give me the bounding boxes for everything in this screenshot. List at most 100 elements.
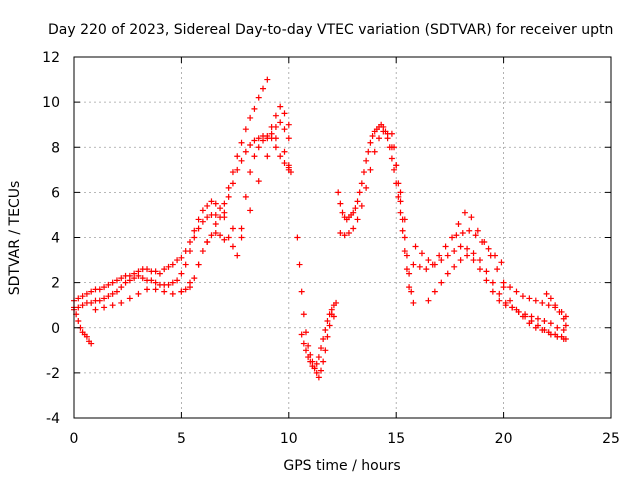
data-point bbox=[483, 268, 490, 275]
data-point bbox=[208, 198, 215, 205]
data-point bbox=[515, 308, 522, 315]
data-point bbox=[509, 304, 516, 311]
data-point bbox=[483, 277, 490, 284]
series-8 bbox=[298, 306, 337, 372]
data-point bbox=[365, 148, 372, 155]
data-point bbox=[376, 135, 383, 142]
data-point bbox=[358, 180, 365, 187]
data-point bbox=[178, 270, 185, 277]
data-point bbox=[255, 144, 262, 151]
grid-lines bbox=[74, 57, 611, 418]
data-point bbox=[449, 234, 456, 241]
data-point bbox=[464, 252, 471, 259]
data-point bbox=[264, 132, 271, 139]
data-point bbox=[287, 169, 294, 176]
data-point bbox=[554, 324, 561, 331]
data-point bbox=[528, 317, 535, 324]
series-13 bbox=[412, 243, 567, 334]
data-point bbox=[453, 232, 460, 239]
data-point bbox=[350, 209, 357, 216]
data-point bbox=[131, 270, 138, 277]
data-point bbox=[79, 293, 86, 300]
data-point bbox=[494, 266, 501, 273]
data-point bbox=[109, 279, 116, 286]
data-point bbox=[315, 354, 322, 361]
data-point bbox=[238, 225, 245, 232]
data-point bbox=[534, 322, 541, 329]
data-point bbox=[264, 153, 271, 160]
series-2 bbox=[71, 76, 271, 304]
data-point bbox=[395, 193, 402, 200]
series-4 bbox=[92, 135, 292, 313]
data-point bbox=[178, 254, 185, 261]
data-point bbox=[199, 207, 206, 214]
data-point bbox=[562, 322, 569, 329]
axis-ticks bbox=[73, 56, 612, 419]
data-point bbox=[247, 169, 254, 176]
data-point bbox=[451, 263, 458, 270]
data-point bbox=[83, 333, 90, 340]
data-point bbox=[354, 216, 361, 223]
data-point bbox=[305, 354, 312, 361]
data-point bbox=[156, 270, 163, 277]
data-point bbox=[182, 286, 189, 293]
series-15 bbox=[453, 227, 505, 266]
data-point bbox=[255, 94, 262, 101]
data-point bbox=[221, 214, 228, 221]
data-point bbox=[339, 209, 346, 216]
data-point bbox=[397, 198, 404, 205]
data-point bbox=[174, 257, 181, 264]
data-point bbox=[126, 295, 133, 302]
data-point bbox=[88, 340, 95, 347]
y-tick-labels: -4 -2 0 2 4 6 8 10 12 bbox=[42, 50, 60, 427]
data-point bbox=[457, 243, 464, 250]
series-1 bbox=[71, 119, 292, 313]
data-point bbox=[105, 281, 112, 288]
data-point bbox=[204, 214, 211, 221]
y-tick-label: 6 bbox=[51, 185, 60, 201]
data-point bbox=[169, 261, 176, 268]
data-point bbox=[144, 266, 151, 273]
data-point bbox=[186, 284, 193, 291]
data-point bbox=[255, 135, 262, 142]
data-point bbox=[356, 189, 363, 196]
data-point bbox=[161, 266, 168, 273]
data-point bbox=[247, 207, 254, 214]
data-point bbox=[277, 153, 284, 160]
data-point bbox=[560, 336, 567, 343]
data-point bbox=[204, 239, 211, 246]
data-point bbox=[169, 290, 176, 297]
data-point bbox=[406, 284, 413, 291]
data-point bbox=[122, 279, 129, 286]
x-axis-label: GPS time / hours bbox=[283, 458, 400, 474]
data-point bbox=[277, 103, 284, 110]
series-6 bbox=[268, 135, 294, 176]
data-point bbox=[109, 302, 116, 309]
data-point bbox=[470, 257, 477, 264]
data-point bbox=[371, 148, 378, 155]
data-point bbox=[459, 229, 466, 236]
data-point bbox=[451, 248, 458, 255]
data-point bbox=[457, 257, 464, 264]
data-point bbox=[294, 234, 301, 241]
data-point bbox=[444, 270, 451, 277]
data-point bbox=[324, 333, 331, 340]
data-point bbox=[352, 205, 359, 212]
data-point bbox=[208, 232, 215, 239]
data-point bbox=[281, 160, 288, 167]
data-point bbox=[264, 76, 271, 83]
data-point bbox=[217, 205, 224, 212]
data-point bbox=[182, 248, 189, 255]
data-point bbox=[391, 166, 398, 173]
data-point bbox=[234, 252, 241, 259]
data-point bbox=[442, 243, 449, 250]
data-point bbox=[255, 178, 262, 185]
data-point bbox=[464, 245, 471, 252]
data-point bbox=[178, 288, 185, 295]
data-point bbox=[522, 313, 529, 320]
data-point bbox=[195, 261, 202, 268]
data-point bbox=[238, 139, 245, 146]
data-point bbox=[513, 288, 520, 295]
data-point bbox=[350, 225, 357, 232]
data-point bbox=[539, 299, 546, 306]
